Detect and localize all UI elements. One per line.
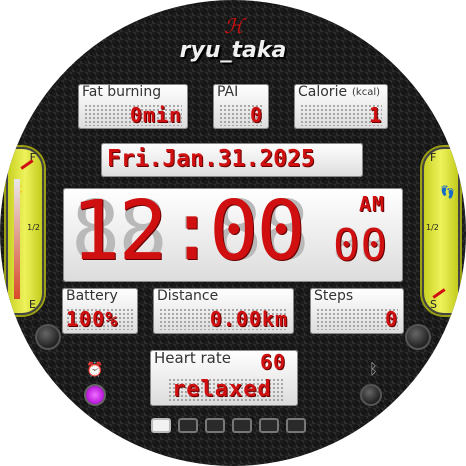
steps-value: 0 [384,307,398,331]
alarm-icon: ⏰ [86,363,104,378]
steps-label: Steps [314,288,354,304]
pai-lcd-bg [219,104,263,126]
fat-burning-value: 0min [129,103,182,127]
page-dot[interactable] [205,418,225,433]
date-text: Fri.Jan.31.2025 [107,146,315,172]
heart-rate-label: Heart rate [154,349,231,367]
battery-value: 100% [66,307,119,331]
battery-label: Battery [66,288,118,304]
footprint-icon: 👣 [440,185,455,199]
time-hours: 12 [71,184,168,279]
fat-burning-label: Fat burning [82,84,162,100]
page-dot[interactable] [286,418,306,433]
time-ampm: AM [359,192,386,216]
steps-lcd-bg [316,308,398,330]
time-ghost-segments: 88:88 [71,184,310,279]
left-knob[interactable] [35,324,61,350]
calorie-label: Calorie [298,84,348,100]
bluetooth-knob[interactable] [360,384,382,406]
right-gauge-top-label: F [430,151,437,164]
left-gauge-bottom-label: E [29,298,36,311]
heart-rate-panel[interactable]: Heart rate 60 relaxed [150,350,298,406]
left-gauge-fill [14,179,20,299]
page-dot[interactable] [232,418,252,433]
page-dot[interactable] [178,418,198,433]
fat-burning-lcd-bg [84,104,182,126]
heart-status-lcd-bg [168,378,284,402]
distance-label: Distance [157,288,219,304]
seconds-ghost-segments: 88 [333,220,388,271]
page-dot[interactable] [151,418,171,433]
bluetooth-icon: ᛒ [368,360,378,378]
time-seconds: 00 [333,220,388,271]
battery-panel[interactable]: Battery 100% [62,288,138,334]
page-dot[interactable] [259,418,279,433]
steps-panel[interactable]: Steps 0 [310,288,404,334]
pai-value: 0 [249,103,263,127]
date-panel[interactable]: Fri.Jan.31.2025 [101,143,363,177]
calorie-value: 1 [368,103,382,127]
pai-label: PAI [217,84,239,100]
left-battery-gauge: F 1/2 E ⚡ [6,147,44,315]
right-gauge-bottom-label: S [430,298,437,311]
heart-rate-status: relaxed [172,377,272,402]
left-gauge-mid-label: 1/2 [27,223,40,232]
right-steps-gauge: F 1/2 S 👣 [422,147,460,315]
right-knob[interactable] [405,324,431,350]
battery-lcd-bg [66,308,134,330]
time-panel[interactable]: 88:88 12 : 00 AM 88 00 [63,184,403,282]
calorie-panel[interactable]: Calorie (kcal) 1 [294,84,388,129]
brand-name: ryu_taka [179,38,287,63]
heart-rate-value: 60 [260,350,287,374]
right-gauge-needle [432,288,446,299]
alarm-knob[interactable] [84,384,106,406]
brand-logo-mark: ℋ [224,14,244,38]
fat-burning-panel[interactable]: Fat burning 0min [78,84,188,129]
distance-value: 0.00km [209,307,288,331]
right-gauge-mid-label: 1/2 [426,223,439,232]
distance-lcd-bg [159,308,288,330]
pai-panel[interactable]: PAI 0 [213,84,269,129]
time-separator: : [167,184,218,279]
calorie-lcd-bg [300,104,382,126]
distance-panel[interactable]: Distance 0.00km [153,288,294,334]
left-gauge-needle [20,159,34,170]
time-minutes: 00 [209,184,306,279]
left-gauge-top-label: F [29,151,36,164]
calorie-unit: (kcal) [352,87,380,98]
